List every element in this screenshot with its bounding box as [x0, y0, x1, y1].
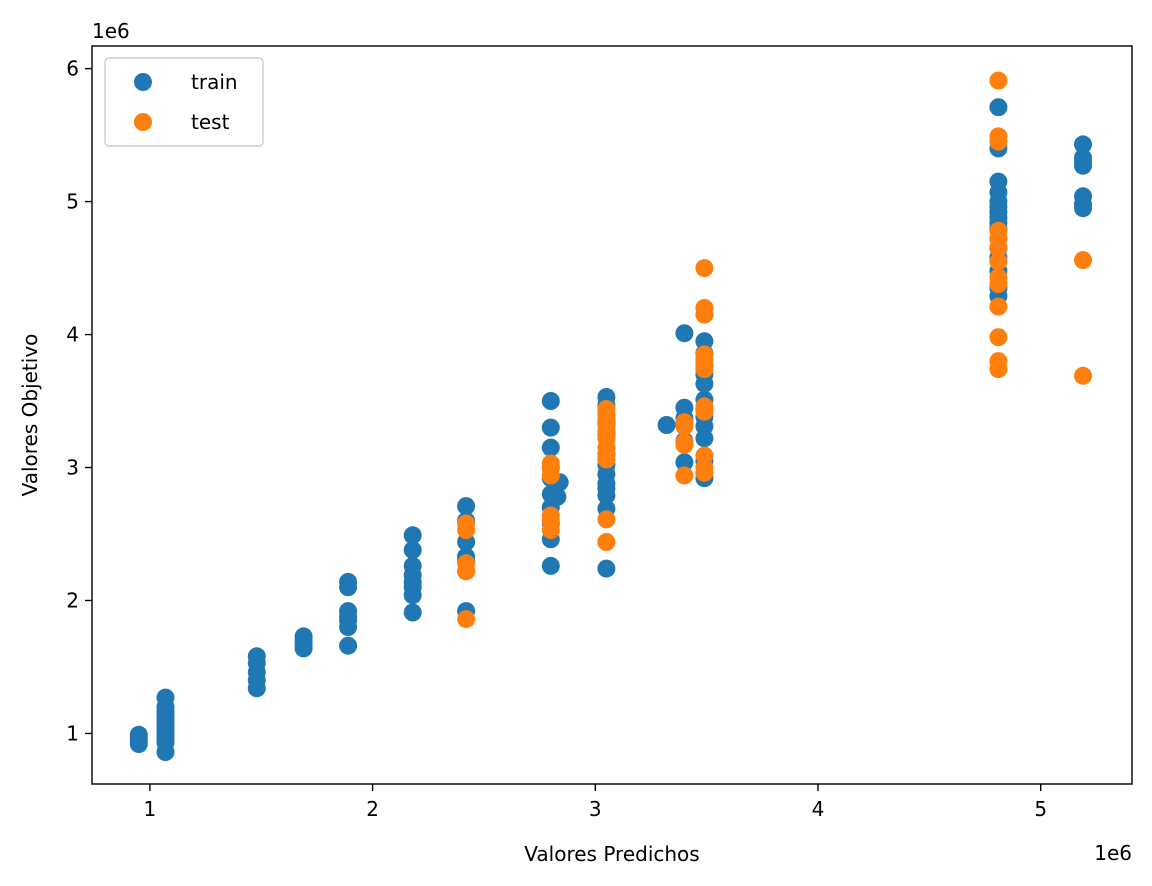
point-test: [541, 454, 560, 473]
x-axis-label: Valores Predichos: [524, 842, 699, 866]
point-test: [597, 510, 616, 529]
point-train: [403, 541, 422, 559]
point-train: [695, 332, 714, 351]
point-train: [597, 559, 616, 578]
point-test: [695, 345, 714, 364]
point-test: [989, 127, 1008, 146]
point-train: [541, 556, 560, 575]
point-test: [541, 506, 560, 525]
point-train: [247, 647, 266, 666]
point-train: [541, 438, 560, 457]
plot-frame: [91, 45, 1133, 785]
point-train: [548, 487, 567, 506]
point-test: [989, 221, 1008, 240]
point-train: [1074, 187, 1092, 206]
point-train: [129, 725, 148, 744]
legend-marker-train: [134, 73, 152, 91]
point-train: [675, 324, 694, 343]
point-test: [695, 397, 714, 416]
point-train: [657, 416, 676, 434]
x-offset-label: 1e6: [1094, 841, 1132, 865]
point-test: [989, 352, 1008, 371]
point-train: [989, 98, 1008, 117]
x-tick-label: 3: [589, 797, 602, 821]
x-tick-label: 5: [1034, 797, 1047, 821]
y-tick-label: 5: [66, 190, 79, 214]
point-test: [695, 259, 714, 278]
x-tick-label: 2: [366, 797, 379, 821]
point-test: [989, 268, 1008, 287]
point-test: [1074, 366, 1092, 385]
point-test: [989, 297, 1008, 316]
point-train: [541, 392, 560, 410]
series-test: [457, 71, 1092, 629]
point-test: [675, 433, 694, 452]
point-train: [1074, 135, 1092, 154]
point-test: [989, 328, 1008, 347]
point-train: [339, 602, 358, 621]
data-points: [129, 71, 1092, 762]
point-train: [339, 636, 358, 655]
legend-frame: [104, 57, 264, 147]
y-tick-label: 1: [66, 721, 79, 745]
x-tick-label: 1: [144, 797, 157, 821]
point-train: [675, 453, 694, 472]
legend-label-train: train: [191, 70, 238, 94]
point-test: [695, 446, 714, 465]
legend: train test: [104, 57, 264, 147]
y-axis-label: Valores Objetivo: [18, 334, 42, 497]
point-train: [294, 627, 313, 646]
y-tick-label: 6: [66, 57, 79, 81]
point-train: [403, 556, 422, 575]
point-test: [597, 533, 616, 551]
ticks: 1 2 3 4 5 1 2 3 4 5 6: [66, 57, 1047, 821]
point-test: [695, 299, 714, 317]
point-test: [675, 466, 694, 485]
point-train: [156, 688, 175, 707]
point-test: [457, 514, 476, 533]
y-tick-label: 2: [66, 588, 79, 612]
point-train: [675, 398, 694, 417]
point-train: [403, 603, 422, 622]
x-tick-label: 4: [812, 797, 825, 821]
point-test: [457, 610, 476, 629]
point-test: [457, 554, 476, 573]
point-test: [1074, 251, 1092, 270]
point-train: [339, 572, 358, 591]
point-train: [541, 418, 560, 437]
point-test: [597, 400, 616, 418]
point-test: [989, 71, 1008, 90]
y-tick-label: 3: [66, 456, 79, 480]
legend-label-test: test: [191, 110, 230, 134]
point-test: [675, 413, 694, 432]
y-tick-label: 4: [66, 323, 79, 347]
point-train: [1074, 148, 1092, 167]
point-test: [989, 252, 1008, 271]
point-train: [403, 526, 422, 545]
point-train: [457, 497, 476, 516]
y-offset-label: 1e6: [92, 19, 130, 43]
legend-marker-test: [134, 113, 152, 131]
point-train: [989, 172, 1008, 191]
